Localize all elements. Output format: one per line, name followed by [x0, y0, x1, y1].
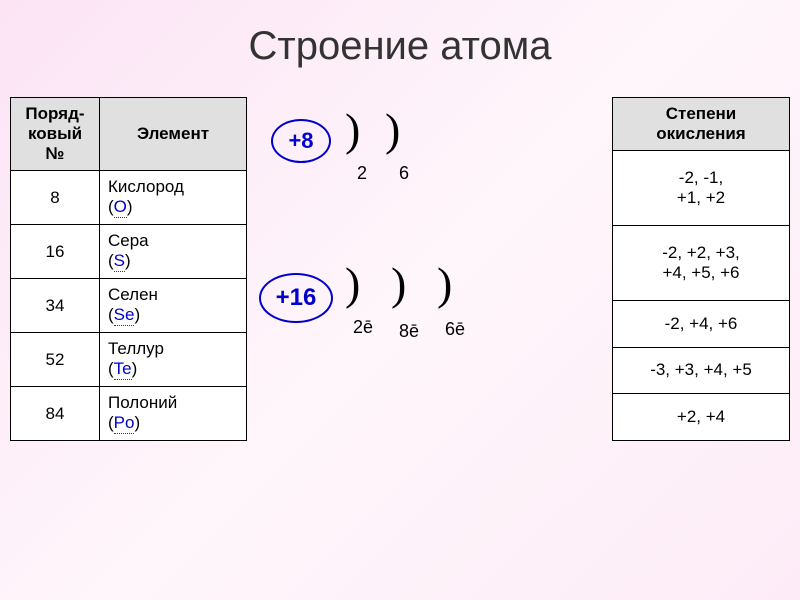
oxidation-cell: -2, +2, +3, +4, +5, +6 — [613, 225, 790, 300]
oxidation-table: Степени окисления -2, -1, +1, +2 -2, +2,… — [612, 97, 790, 441]
electron-shell-arc: ) — [391, 257, 406, 310]
element-cell: Сера (S) — [100, 225, 247, 279]
oxidation-cell: -3, +3, +4, +5 — [613, 347, 790, 394]
nucleus: +16 — [259, 273, 333, 323]
atom-diagram-area: +8)2)6 +16)2ē)8ē)6ē — [247, 97, 612, 441]
table-row: 16 Сера (S) — [11, 225, 247, 279]
element-cell: Полоний (Po) — [100, 387, 247, 441]
page-title: Строение атома — [0, 0, 800, 97]
electron-count: 6ē — [445, 319, 465, 340]
electron-count: 2 — [357, 163, 367, 184]
electron-shell-arc: ) — [345, 257, 360, 310]
col-number-header: Поряд- ковый № — [11, 98, 100, 171]
element-cell: Селен (Se) — [100, 279, 247, 333]
electron-shell-arc: ) — [385, 103, 400, 156]
table-row: +2, +4 — [613, 394, 790, 441]
atomic-number: 52 — [11, 333, 100, 387]
table-row: 34 Селен (Se) — [11, 279, 247, 333]
elements-table: Поряд- ковый № Элемент 8 Кислород (O) 16… — [10, 97, 247, 441]
col-oxidation-header: Степени окисления — [613, 98, 790, 151]
atom-diagram-sulfur: +16) 2ē) 8ē) 6ē — [255, 255, 604, 375]
oxidation-cell: +2, +4 — [613, 394, 790, 441]
col-element-header: Элемент — [100, 98, 247, 171]
table-row: 8 Кислород (O) — [11, 171, 247, 225]
atomic-number: 16 — [11, 225, 100, 279]
electron-count: 2ē — [353, 317, 373, 338]
element-cell: Кислород (O) — [100, 171, 247, 225]
content-area: Поряд- ковый № Элемент 8 Кислород (O) 16… — [0, 97, 800, 441]
table-row: -2, +2, +3, +4, +5, +6 — [613, 225, 790, 300]
oxidation-cell: -2, +4, +6 — [613, 300, 790, 347]
table-row: 52 Теллур (Te) — [11, 333, 247, 387]
atomic-number: 34 — [11, 279, 100, 333]
element-cell: Теллур (Te) — [100, 333, 247, 387]
table-row: 84 Полоний (Po) — [11, 387, 247, 441]
nucleus: +8 — [271, 119, 331, 163]
atom-diagram-oxygen: +8)2)6 — [255, 107, 604, 227]
oxidation-cell: -2, -1, +1, +2 — [613, 151, 790, 226]
electron-count: 8ē — [399, 321, 419, 342]
table-row: -2, -1, +1, +2 — [613, 151, 790, 226]
table-row: -3, +3, +4, +5 — [613, 347, 790, 394]
electron-shell-arc: ) — [437, 257, 452, 310]
electron-count: 6 — [399, 163, 409, 184]
atomic-number: 8 — [11, 171, 100, 225]
atomic-number: 84 — [11, 387, 100, 441]
electron-shell-arc: ) — [345, 103, 360, 156]
table-row: -2, +4, +6 — [613, 300, 790, 347]
